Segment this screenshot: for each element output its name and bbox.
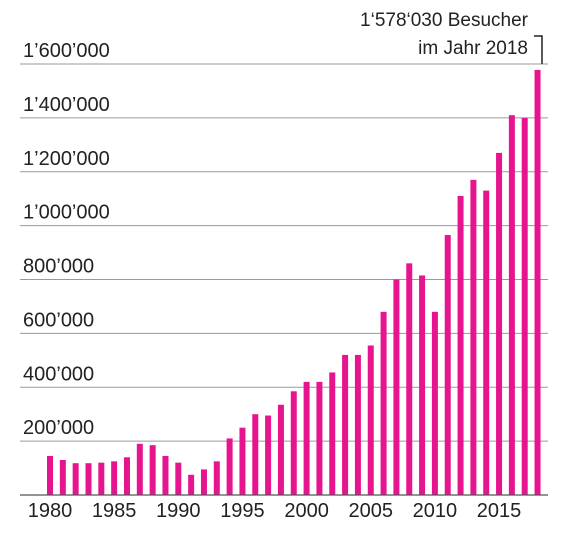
annotation-line-1: 1‘578‘030 Besucher xyxy=(360,10,529,31)
bar-2002 xyxy=(329,372,336,495)
bar-1992 xyxy=(200,469,207,495)
bar-1998 xyxy=(277,404,284,495)
bar-2009 xyxy=(419,275,426,495)
x-tick-label: 1980 xyxy=(28,500,73,522)
y-axis-ticks: 200’000 400’000 600’000 800’000 1’000’000 1’2… xyxy=(23,40,110,439)
bar-1984 xyxy=(98,462,105,495)
bar-1988 xyxy=(149,445,156,495)
y-tick-label: 1’000’000 xyxy=(23,202,110,224)
x-tick-label: 1995 xyxy=(220,500,265,522)
bar-1981 xyxy=(59,459,66,495)
annotation: 1‘578‘030 Besucher im Jahr 2018 xyxy=(360,10,543,64)
bar-1985 xyxy=(111,461,118,495)
y-tick-label: 800’000 xyxy=(23,256,94,278)
annotation-line-2: im Jahr 2018 xyxy=(418,38,528,59)
bar-2004 xyxy=(354,354,361,495)
bar-2008 xyxy=(406,263,413,495)
bar-2005 xyxy=(367,345,374,495)
bar-1996 xyxy=(252,414,259,495)
x-tick-label: 2010 xyxy=(413,500,458,522)
bar-1997 xyxy=(265,415,272,495)
bar-1991 xyxy=(188,474,195,495)
y-tick-label: 200’000 xyxy=(23,417,94,439)
bar-2012 xyxy=(457,195,464,495)
x-axis-ticks: 1980 1985 1990 1995 2000 2005 2010 2015 xyxy=(28,500,522,522)
x-tick-label: 2000 xyxy=(284,500,329,522)
y-tick-label: 400’000 xyxy=(23,363,94,385)
bar-1980 xyxy=(47,455,53,495)
bar-2018 xyxy=(534,69,541,496)
bar-1994 xyxy=(226,438,233,495)
bar-1993 xyxy=(213,461,220,495)
x-tick-label: 1985 xyxy=(92,500,137,522)
y-tick-label: 1’200’000 xyxy=(23,148,110,170)
bar-1987 xyxy=(136,443,143,495)
bar-1990 xyxy=(175,462,182,495)
y-tick-label: 600’000 xyxy=(23,309,94,331)
bar-1995 xyxy=(239,427,246,495)
bar-2014 xyxy=(483,190,490,495)
bar-2006 xyxy=(380,311,387,495)
x-tick-label: 2005 xyxy=(349,500,394,522)
bar-2001 xyxy=(316,381,323,495)
bar-2011 xyxy=(444,235,451,495)
bar-2003 xyxy=(342,354,349,495)
x-tick-label: 2015 xyxy=(477,500,522,522)
y-tick-label: 1’600’000 xyxy=(23,40,110,62)
gridlines xyxy=(20,63,548,442)
bar-1989 xyxy=(162,455,169,495)
bar-1983 xyxy=(85,463,92,495)
bar-2000 xyxy=(303,381,310,495)
bar-1986 xyxy=(123,457,130,495)
bar-1982 xyxy=(72,463,79,495)
bars xyxy=(47,69,541,496)
x-tick-label: 1990 xyxy=(156,500,201,522)
bar-2017 xyxy=(521,117,528,495)
y-tick-label: 1’400’000 xyxy=(23,94,110,116)
bar-2007 xyxy=(393,279,400,495)
bar-2016 xyxy=(508,115,515,496)
annotation-leader-line xyxy=(534,35,543,64)
bar-2013 xyxy=(470,179,477,496)
bar-2010 xyxy=(431,311,438,495)
bar-1999 xyxy=(290,391,297,495)
bar-2015 xyxy=(496,152,503,496)
